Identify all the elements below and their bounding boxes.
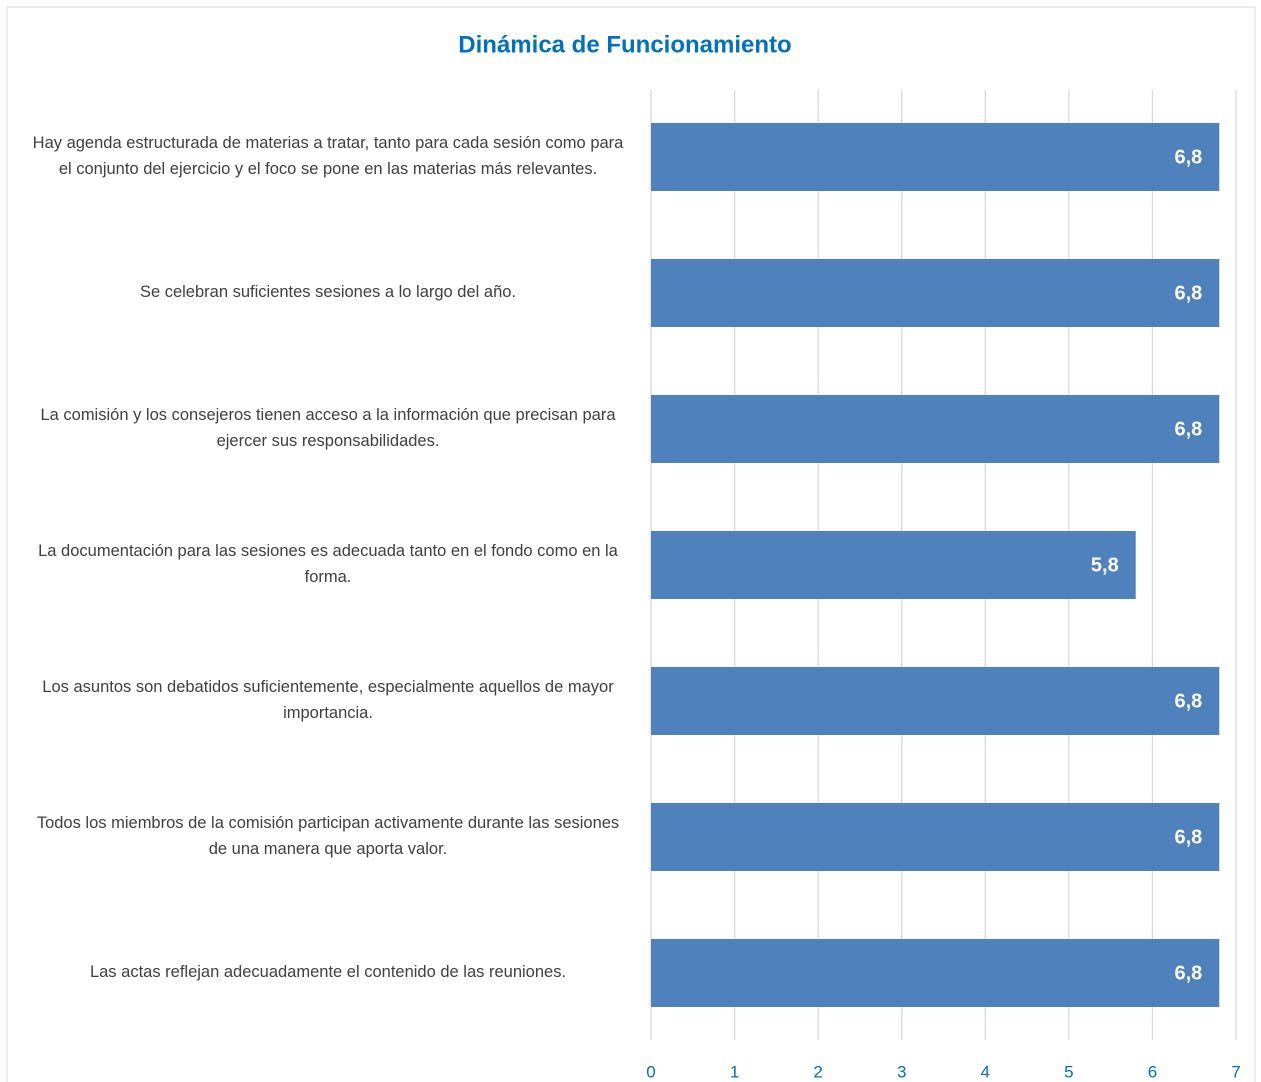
category-label: Se celebran suficientes sesiones a lo la… [139,283,517,302]
bar [651,531,1136,599]
bar [651,395,1220,463]
x-tick-label: 4 [981,1062,990,1081]
value-label: 6,8 [1174,418,1202,440]
category-label: La comisión y los consejeros tienen acce… [40,406,616,450]
value-label: 6,8 [1174,690,1202,712]
x-tick-label: 7 [1231,1062,1240,1081]
bar [651,803,1220,871]
value-label: 6,8 [1174,962,1202,984]
category-label: Los asuntos son debatidos suficientement… [42,678,614,722]
value-label: 6,8 [1174,282,1202,304]
chart-title: Dinámica de Funcionamiento [458,31,791,58]
bar [651,123,1220,191]
x-tick-label: 6 [1148,1062,1157,1081]
value-label: 5,8 [1091,554,1119,576]
category-label: Hay agenda estructurada de materias a tr… [32,134,624,178]
bar [651,939,1220,1007]
category-label: La documentación para las sesiones es ad… [38,542,618,586]
x-tick-label: 0 [646,1062,655,1081]
category-label: Las actas reflejan adecuadamente el cont… [89,963,567,982]
value-label: 6,8 [1174,826,1202,848]
category-label: Todos los miembros de la comisión partic… [36,814,620,858]
x-tick-label: 5 [1064,1062,1073,1081]
x-tick-label: 1 [730,1062,739,1081]
x-tick-label: 3 [897,1062,906,1081]
bar [651,667,1220,735]
value-label: 6,8 [1174,146,1202,168]
bar [651,259,1220,327]
x-tick-label: 2 [813,1062,822,1081]
chart-border [6,6,1256,1082]
